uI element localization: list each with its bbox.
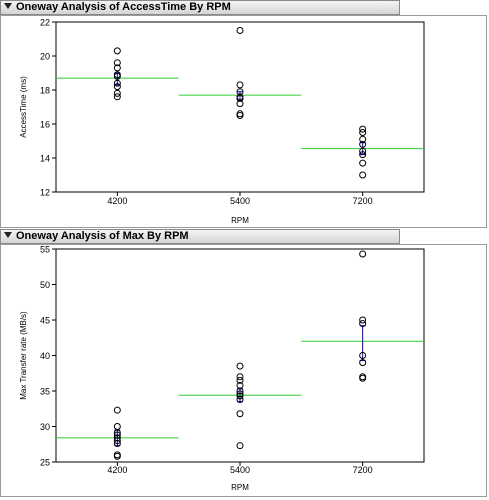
y-tick-label: 25 (40, 458, 50, 468)
data-point (359, 320, 367, 328)
y-tick-label: 20 (40, 52, 50, 62)
data-point (113, 93, 121, 101)
data-point (113, 406, 121, 414)
data-point (359, 250, 367, 258)
data-point (359, 316, 367, 324)
x-tick-label: 4200 (107, 465, 127, 475)
data-point (236, 373, 244, 381)
panel-frame (0, 15, 487, 228)
y-tick-label: 35 (40, 387, 50, 397)
data-point (113, 429, 121, 437)
y-axis-label: AccessTime (ms) (19, 76, 28, 138)
y-tick-label: 16 (40, 120, 50, 130)
y-tick-label: 12 (40, 188, 50, 198)
data-point (236, 376, 244, 384)
y-tick-label: 40 (40, 351, 50, 361)
data-point (236, 100, 244, 108)
data-point (113, 440, 121, 448)
data-point (359, 135, 367, 143)
chart-2: 25 30 35 40 45 50 55 4200 5400 7200 RPM Max Transfe… (0, 244, 487, 497)
y-tick-label: 50 (40, 280, 50, 290)
data-point (113, 437, 121, 445)
data-point (113, 64, 121, 72)
y-tick-label: 55 (40, 245, 50, 255)
data-point (113, 72, 121, 80)
data-point (359, 359, 367, 367)
disclosure-triangle-icon[interactable] (4, 3, 12, 9)
disclosure-triangle-icon[interactable] (4, 232, 12, 238)
data-point (359, 147, 367, 155)
data-point (359, 125, 367, 133)
plot-area (55, 248, 425, 463)
data-point (113, 79, 121, 87)
data-point (236, 81, 244, 89)
panel-title-accesstime: Oneway Analysis of AccessTime By RPM (16, 1, 231, 13)
data-point (236, 396, 244, 404)
data-point (236, 95, 244, 102)
data-point (359, 159, 367, 167)
panel-title-max: Oneway Analysis of Max By RPM (16, 230, 189, 242)
data-point (236, 442, 244, 450)
data-point (236, 410, 244, 418)
y-tick-label: 18 (40, 86, 50, 96)
data-point (359, 352, 367, 359)
chart-1: 12 14 16 18 20 22 4200 5400 7200 RPM AccessTime (m… (0, 15, 487, 228)
x-tick-label: 7200 (353, 465, 373, 475)
data-point (359, 129, 367, 136)
data-point (236, 112, 244, 119)
y-axis-label: Max Transfer rate (MB/s) (19, 311, 28, 400)
x-tick-label: 5400 (230, 196, 250, 206)
y-tick-label: 45 (40, 316, 50, 326)
x-tick-label: 5400 (230, 465, 250, 475)
data-point (113, 89, 121, 97)
data-point (359, 374, 367, 382)
data-point (236, 387, 244, 395)
data-point (236, 392, 244, 400)
data-point (113, 83, 121, 91)
data-point (113, 452, 121, 460)
panel-frame (0, 244, 487, 497)
panel-header-accesstime[interactable]: Oneway Analysis of AccessTime By RPM (0, 0, 400, 15)
data-point (113, 47, 121, 55)
y-tick-label: 30 (40, 422, 50, 432)
data-point (113, 59, 121, 67)
y-tick-label: 22 (40, 18, 50, 28)
x-tick-label: 7200 (353, 196, 373, 206)
data-point (359, 151, 367, 159)
data-point (236, 88, 244, 96)
data-point (359, 171, 367, 179)
x-axis-label: RPM (231, 216, 249, 225)
data-point (236, 362, 244, 370)
x-tick-label: 4200 (107, 196, 127, 206)
data-point (359, 140, 367, 148)
panel-header-max[interactable]: Oneway Analysis of Max By RPM (0, 229, 400, 244)
data-point (236, 27, 244, 34)
x-axis-label: RPM (231, 483, 249, 492)
y-tick-label: 14 (40, 154, 50, 164)
